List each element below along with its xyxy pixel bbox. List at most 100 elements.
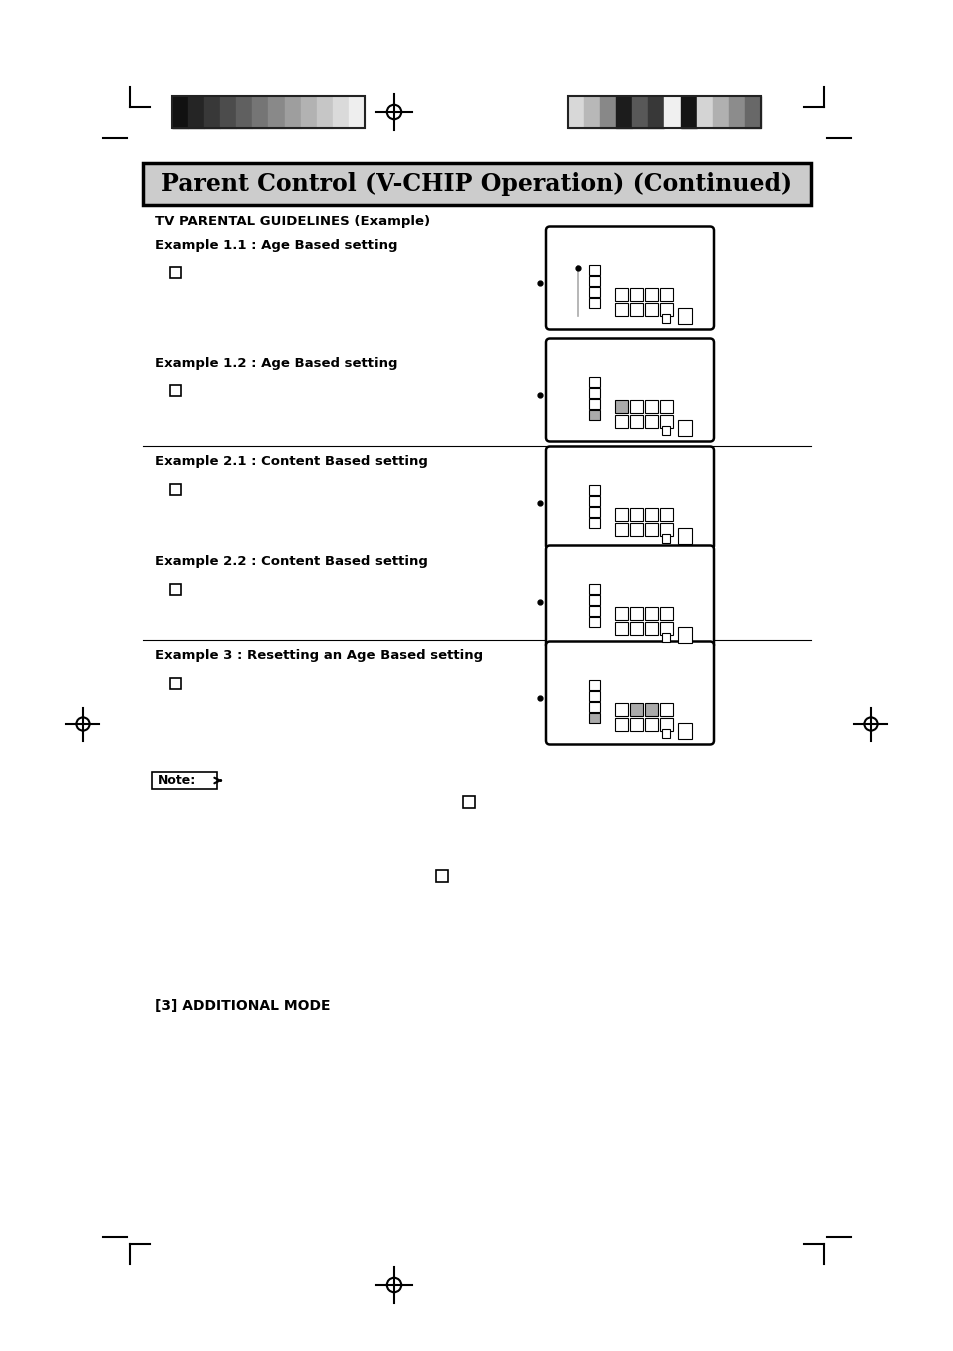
Bar xyxy=(644,303,658,316)
Bar xyxy=(632,96,648,128)
Bar xyxy=(615,717,627,731)
Text: TV PARENTAL GUIDELINES (Example): TV PARENTAL GUIDELINES (Example) xyxy=(154,216,430,228)
Bar xyxy=(316,96,333,128)
Bar xyxy=(204,96,220,128)
Bar xyxy=(236,96,253,128)
Text: Example 1.2 : Age Based setting: Example 1.2 : Age Based setting xyxy=(154,357,397,370)
Bar xyxy=(678,627,691,643)
Bar xyxy=(615,288,627,301)
Bar xyxy=(615,607,627,620)
Bar xyxy=(589,485,599,494)
Bar xyxy=(589,713,599,723)
Text: Parent Control (V-CHIP Operation) (Continued): Parent Control (V-CHIP Operation) (Conti… xyxy=(161,172,792,196)
Bar xyxy=(615,508,627,521)
Bar xyxy=(589,276,599,286)
Bar xyxy=(589,690,599,701)
Bar xyxy=(629,288,642,301)
Bar xyxy=(589,607,599,616)
Bar xyxy=(696,96,712,128)
Text: Example 3 : Resetting an Age Based setting: Example 3 : Resetting an Age Based setti… xyxy=(154,650,482,662)
Bar xyxy=(644,717,658,731)
Bar xyxy=(678,420,691,436)
Bar xyxy=(615,303,627,316)
Bar xyxy=(349,96,365,128)
Bar xyxy=(659,703,672,716)
Bar xyxy=(659,288,672,301)
Bar xyxy=(659,621,672,635)
Bar xyxy=(659,400,672,413)
Bar xyxy=(589,286,599,297)
Bar xyxy=(659,607,672,620)
FancyBboxPatch shape xyxy=(545,227,713,330)
Bar xyxy=(678,308,691,324)
Bar xyxy=(589,265,599,276)
Bar xyxy=(648,96,664,128)
Bar xyxy=(284,96,300,128)
Bar xyxy=(644,400,658,413)
Bar xyxy=(629,523,642,536)
Bar xyxy=(679,96,696,128)
Bar xyxy=(589,594,599,605)
FancyBboxPatch shape xyxy=(545,446,713,550)
Bar xyxy=(661,426,669,435)
Bar xyxy=(659,523,672,536)
Bar xyxy=(615,523,627,536)
Bar xyxy=(583,96,599,128)
Bar xyxy=(629,607,642,620)
Bar xyxy=(589,584,599,594)
FancyBboxPatch shape xyxy=(545,642,713,744)
Bar xyxy=(152,771,216,789)
Bar xyxy=(661,313,669,323)
Bar xyxy=(644,621,658,635)
Bar xyxy=(589,703,599,712)
Bar xyxy=(644,523,658,536)
Bar xyxy=(629,415,642,428)
Text: Example 2.1 : Content Based setting: Example 2.1 : Content Based setting xyxy=(154,455,428,469)
Bar xyxy=(629,303,642,316)
Bar xyxy=(567,96,760,128)
Bar xyxy=(629,400,642,413)
FancyBboxPatch shape xyxy=(545,339,713,442)
Bar xyxy=(644,703,658,716)
Bar xyxy=(300,96,316,128)
Text: Example 2.2 : Content Based setting: Example 2.2 : Content Based setting xyxy=(154,555,428,569)
Bar xyxy=(644,607,658,620)
Bar xyxy=(629,717,642,731)
Bar xyxy=(728,96,744,128)
Text: [3] ADDITIONAL MODE: [3] ADDITIONAL MODE xyxy=(154,998,330,1013)
Bar xyxy=(589,299,599,308)
Bar xyxy=(659,508,672,521)
Bar xyxy=(589,507,599,517)
Bar xyxy=(644,415,658,428)
Bar xyxy=(170,385,181,396)
Bar xyxy=(589,517,599,528)
Bar xyxy=(188,96,204,128)
Bar xyxy=(253,96,268,128)
Bar xyxy=(661,534,669,543)
Bar xyxy=(659,303,672,316)
Bar xyxy=(678,528,691,544)
Text: Example 1.1 : Age Based setting: Example 1.1 : Age Based setting xyxy=(154,239,397,251)
FancyBboxPatch shape xyxy=(545,546,713,648)
Bar xyxy=(589,377,599,386)
Bar xyxy=(629,508,642,521)
Bar xyxy=(589,680,599,690)
Bar xyxy=(644,288,658,301)
Bar xyxy=(170,584,181,594)
Bar xyxy=(143,163,810,205)
Bar xyxy=(589,409,599,420)
Bar xyxy=(712,96,728,128)
Bar xyxy=(661,730,669,738)
Bar xyxy=(661,634,669,642)
Bar xyxy=(462,796,475,808)
Bar xyxy=(333,96,349,128)
Bar xyxy=(629,703,642,716)
Bar xyxy=(615,415,627,428)
Bar xyxy=(659,717,672,731)
Bar xyxy=(170,267,181,278)
Bar xyxy=(616,96,632,128)
Bar xyxy=(659,415,672,428)
Bar xyxy=(172,96,188,128)
Bar xyxy=(268,96,284,128)
Bar xyxy=(436,870,448,882)
